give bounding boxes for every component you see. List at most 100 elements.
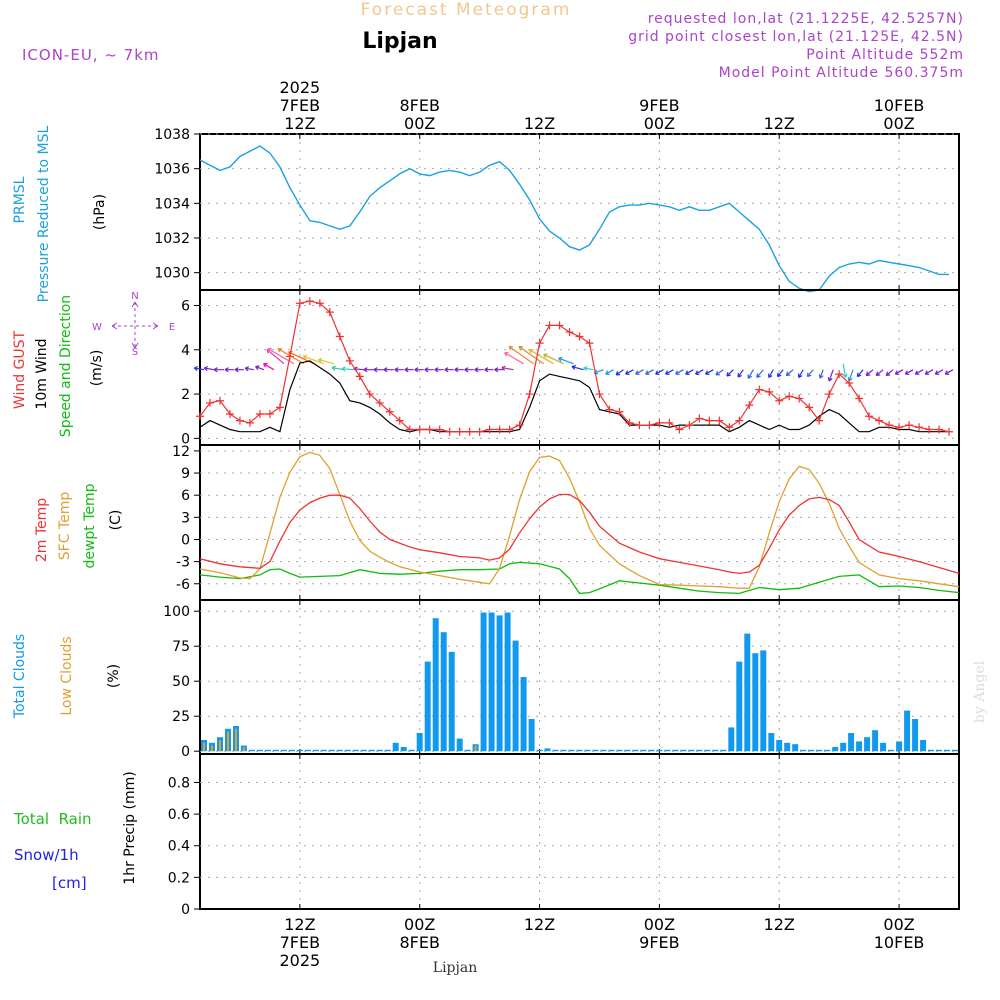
wind-arrow-icon: [635, 369, 644, 375]
wind-arrow-icon: [224, 367, 234, 373]
gust-marker: [605, 405, 614, 414]
wind-arrow-icon: [806, 369, 814, 378]
time-axis-label: 12Z: [284, 114, 315, 133]
wind-arrow-icon: [213, 367, 224, 373]
gust-marker: [465, 427, 474, 436]
gust-marker: [515, 421, 524, 430]
pressure-msl-label: Pressure Reduced to MSL: [36, 125, 52, 302]
gust-marker: [425, 425, 434, 434]
low-clouds-bar: [203, 742, 205, 752]
faded-title: Forecast Meteogram: [361, 0, 572, 20]
precip-panel: 0 0.2 0.4 0.6 0.8: [168, 753, 960, 918]
point-altitude: Point Altitude 552m: [806, 47, 964, 63]
gust-marker: [365, 390, 374, 399]
gust-marker: [445, 427, 454, 436]
wind-gridlines: [200, 290, 959, 445]
total-clouds-bar: [648, 749, 655, 752]
wind-arrow-icon: [605, 369, 614, 375]
y-tick-label: 0.8: [168, 775, 190, 791]
y-tick-label: 4: [181, 343, 190, 359]
pressure-panel: 1030 1032 1034 1036 1038: [154, 127, 960, 293]
time-axis-label: 12Z: [764, 114, 795, 133]
wind-arrow-icon: [203, 365, 215, 372]
wind-arrow-icon: [414, 367, 424, 373]
total-clouds-bar: [728, 727, 735, 752]
wind-arrow-icon: [404, 367, 414, 373]
wind-arrow-icon: [914, 369, 924, 375]
hpa-unit-label: (hPa): [92, 194, 108, 230]
gust-marker: [745, 401, 754, 410]
total-clouds-bar: [760, 650, 767, 752]
compass-n: N: [131, 291, 138, 302]
dewpt-temp-line: [199, 561, 960, 595]
gust-marker: [735, 416, 744, 425]
temperature-ylabels: 2m Temp SFC Temp dewpt Temp (C): [34, 483, 124, 568]
y-tick-label: 0: [181, 744, 190, 760]
gust-marker: [345, 356, 354, 365]
y-tick-label: 0.6: [168, 807, 190, 823]
ms-unit-label: (m/s): [89, 350, 105, 387]
gust-marker: [295, 299, 304, 308]
low-clouds-bar: [235, 728, 237, 752]
gust-marker: [835, 370, 844, 379]
snow-label: Snow/1h: [14, 846, 79, 864]
location-title: Lipjan: [362, 29, 437, 54]
sfc-temp-line: [199, 451, 960, 589]
dewpt-temp-label: dewpt Temp: [82, 483, 98, 568]
gust-marker: [815, 416, 824, 425]
precip-ylabels: Total Rain Snow/1h [cm] 1hr Precip (mm): [13, 771, 138, 892]
clouds-ylabels: Total Clouds Low Clouds (%): [12, 634, 122, 719]
low-clouds-bar: [242, 747, 245, 752]
gust-marker: [325, 308, 334, 317]
wind-arrow-icon: [665, 369, 674, 375]
time-axis-label: 2025: [280, 78, 321, 97]
gust-marker: [785, 392, 794, 401]
gust-marker: [255, 410, 264, 418]
wind-arrow-icon: [484, 367, 494, 373]
total-clouds-bar: [528, 719, 535, 752]
time-axis-label: 10FEB: [874, 96, 925, 115]
snow-unit-label: [cm]: [52, 874, 87, 892]
wind-arrow-icon: [317, 357, 334, 365]
gust-marker: [375, 398, 384, 407]
gust-marker: [565, 328, 574, 337]
gust-marker: [535, 339, 544, 348]
total-clouds-bar: [416, 733, 423, 752]
total-clouds-bar: [808, 749, 815, 752]
total-clouds-bar: [328, 749, 335, 752]
total-clouds-bar: [928, 749, 934, 752]
wind-arrow-icon: [737, 369, 744, 378]
total-clouds-bar: [248, 749, 255, 752]
total-clouds-bar: [656, 749, 663, 752]
wind-arrow-icon: [341, 366, 354, 372]
gust-marker: [475, 427, 484, 436]
total-clouds-bar: [376, 749, 383, 752]
wind-arrow-icon: [528, 349, 554, 365]
gust-marker: [505, 425, 514, 434]
total-clouds-bar: [424, 661, 431, 752]
wind-direction-arrows: [193, 345, 954, 382]
total-clouds-bar: [296, 749, 303, 752]
total-clouds-bar: [856, 741, 863, 752]
gust-marker: [865, 412, 874, 421]
wind-arrow-icon: [747, 369, 754, 379]
total-clouds-bar: [672, 749, 679, 752]
gust-marker: [315, 299, 324, 308]
gust-marker: [275, 403, 284, 412]
y-tick-label: 1038: [154, 127, 190, 143]
wind-ylabels: Wind GUST 10m Wind Speed and Direction (…: [12, 291, 175, 437]
wind-arrow-icon: [262, 363, 275, 371]
total-clouds-bar: [784, 742, 791, 752]
wind-arrow-icon: [944, 369, 954, 375]
total-clouds-bar: [952, 749, 958, 752]
total-rain-label: Total Rain: [13, 810, 92, 828]
total-clouds-bar: [264, 749, 271, 752]
precip-gridlines: [200, 754, 959, 910]
wind-arrow-icon: [715, 369, 724, 376]
y-tick-label: -3: [176, 555, 190, 571]
gust-marker: [805, 403, 814, 412]
wind-frame: [199, 289, 960, 446]
wind-10m-label: 10m Wind: [34, 338, 50, 409]
low-clouds-bar: [227, 731, 229, 752]
